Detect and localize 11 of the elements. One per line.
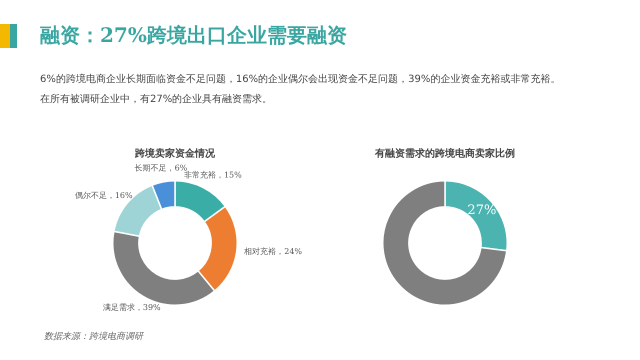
chart-title: 有融资需求的跨境电商卖家比例 — [374, 148, 515, 160]
source-note: 数据来源：跨境电商调研 — [44, 330, 143, 343]
slice-label: 非常充裕，15% — [184, 170, 242, 180]
slice-label: 相对充裕，24% — [244, 246, 302, 256]
text: 6%的跨境电商企业长期面临资金不足问题，16%的企业偶尔会出现资金不足问题，39%的企业资金充裕或非常充裕。在所有被调研企业中，有27%的企业具有融资需求。 — [40, 72, 562, 107]
slice-label: 偶尔不足，16% — [74, 190, 134, 200]
slice-label: 长期不足，6% — [134, 163, 188, 172]
slice-label: 满足需求，39% — [102, 302, 162, 312]
text: 融资：27%跨境出口企业需要融资 — [40, 22, 347, 49]
data-label: 27% — [467, 202, 496, 218]
chart-title: 跨境卖家资金情况 — [134, 148, 216, 160]
